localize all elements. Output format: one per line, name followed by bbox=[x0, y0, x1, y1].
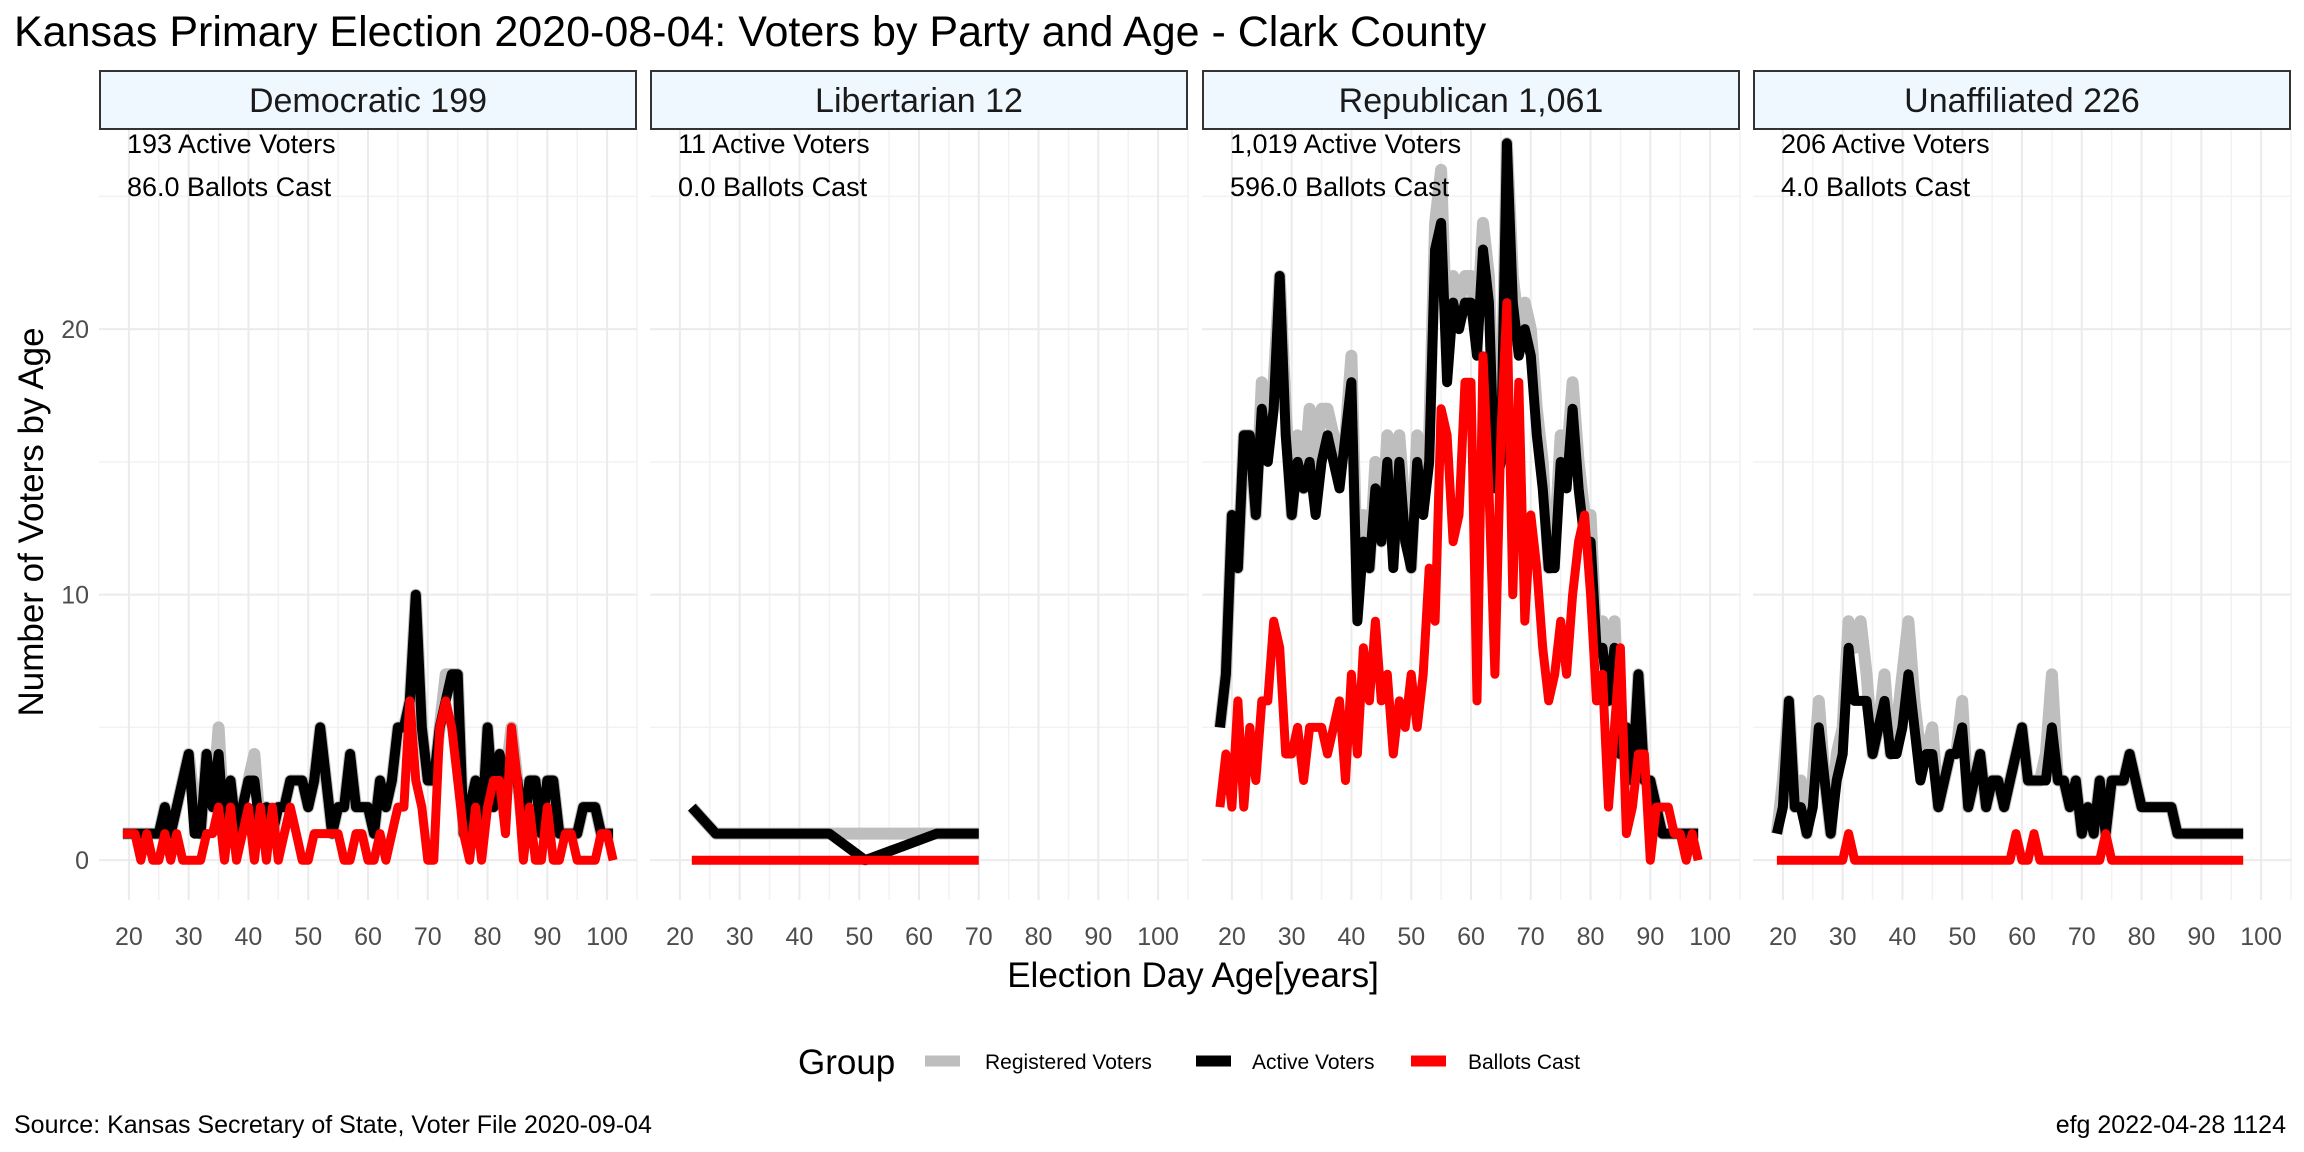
ballots-cast-annotation: 0.0 Ballots Cast bbox=[678, 172, 868, 202]
panel-strip bbox=[1753, 70, 2291, 130]
panel-unaffiliated: 20 30 40 50 60 70 80 90 100 Unaffiliated 226 206 A… bbox=[1753, 70, 2292, 951]
panel-libertarian: 20 30 40 50 60 70 80 90 100 Libertarian 12 11 Acti… bbox=[650, 70, 1189, 951]
x-tick-label: 100 bbox=[586, 923, 628, 951]
x-tick-label: 70 bbox=[965, 923, 993, 951]
panel-strip-label: Republican 1,061 bbox=[1339, 82, 1604, 120]
series-line-ballots-cast bbox=[122, 696, 618, 865]
x-tick-label: 70 bbox=[1517, 923, 1545, 951]
series-line-ballots-cast bbox=[1215, 298, 1703, 865]
panel-strip bbox=[1202, 70, 1740, 130]
x-tick-label: 20 bbox=[1218, 923, 1246, 951]
legend-title: Group bbox=[798, 1043, 895, 1082]
x-tick-label: 90 bbox=[533, 923, 561, 951]
ballots-cast-annotation: 86.0 Ballots Cast bbox=[127, 172, 332, 202]
y-tick-label: 20 bbox=[61, 316, 89, 344]
x-tick-label: 30 bbox=[1829, 923, 1857, 951]
x-tick-label: 90 bbox=[1084, 923, 1112, 951]
x-tick-label: 70 bbox=[414, 923, 442, 951]
active-voters-annotation: 206 Active Voters bbox=[1781, 129, 1990, 159]
legend-label-active: Active Voters bbox=[1252, 1051, 1375, 1074]
active-voters-annotation: 11 Active Voters bbox=[678, 129, 870, 159]
panel-strip bbox=[99, 70, 637, 130]
x-tick-label: 70 bbox=[2068, 923, 2096, 951]
x-tick-label: 30 bbox=[175, 923, 203, 951]
legend: Group Registered Voters Active Voters Ba… bbox=[798, 1043, 1580, 1082]
x-tick-label: 50 bbox=[1948, 923, 1976, 951]
legend-label-registered: Registered Voters bbox=[985, 1051, 1152, 1074]
x-tick-label: 90 bbox=[1636, 923, 1664, 951]
x-tick-label: 80 bbox=[474, 923, 502, 951]
caption-credit: efg 2022-04-28 1124 bbox=[2056, 1111, 2286, 1139]
x-tick-label: 60 bbox=[905, 923, 933, 951]
x-tick-label: 60 bbox=[2008, 923, 2036, 951]
active-voters-annotation: 1,019 Active Voters bbox=[1230, 129, 1461, 159]
x-tick-label: 80 bbox=[2128, 923, 2156, 951]
x-tick-label: 60 bbox=[354, 923, 382, 951]
x-tick-label: 20 bbox=[115, 923, 143, 951]
series-line-active-voters bbox=[688, 803, 979, 866]
caption-source: Source: Kansas Secretary of State, Voter… bbox=[14, 1111, 652, 1139]
x-tick-label: 60 bbox=[1457, 923, 1485, 951]
x-tick-label: 80 bbox=[1025, 923, 1053, 951]
x-tick-label: 100 bbox=[1689, 923, 1731, 951]
y-tick-label: 0 bbox=[75, 847, 89, 875]
active-voters-annotation: 193 Active Voters bbox=[127, 129, 336, 159]
x-tick-label: 40 bbox=[786, 923, 814, 951]
x-tick-label: 80 bbox=[1577, 923, 1605, 951]
panel-democratic: 20 30 40 50 60 70 80 90 100 Democratic 199 193 Act… bbox=[99, 70, 638, 951]
panel-strip-label: Unaffiliated 226 bbox=[1904, 82, 2140, 120]
x-tick-label: 40 bbox=[1889, 923, 1917, 951]
x-tick-label: 50 bbox=[1397, 923, 1425, 951]
series-line-active-voters bbox=[122, 589, 614, 839]
panel-republican: 20 30 40 50 60 70 80 90 100 Republican 1,061 1,019… bbox=[1202, 70, 1741, 951]
x-tick-label: 50 bbox=[845, 923, 873, 951]
legend-label-ballots: Ballots Cast bbox=[1468, 1051, 1580, 1074]
x-tick-label: 100 bbox=[2240, 923, 2282, 951]
y-axis-label: Number of Voters by Age bbox=[12, 327, 51, 716]
x-tick-label: 20 bbox=[666, 923, 694, 951]
x-tick-label: 50 bbox=[294, 923, 322, 951]
series-line-active-voters bbox=[1772, 642, 2244, 839]
chart-title: Kansas Primary Election 2020-08-04: Vote… bbox=[14, 8, 1487, 56]
y-tick-label: 10 bbox=[61, 582, 89, 610]
x-axis-label: Election Day Age[years] bbox=[1007, 956, 1379, 995]
x-tick-label: 30 bbox=[1278, 923, 1306, 951]
x-tick-label: 40 bbox=[1338, 923, 1366, 951]
panel-strip-label: Democratic 199 bbox=[249, 82, 487, 120]
x-tick-label: 30 bbox=[726, 923, 754, 951]
x-tick-label: 100 bbox=[1137, 923, 1179, 951]
ballots-cast-annotation: 4.0 Ballots Cast bbox=[1781, 172, 1971, 202]
panel-strip-label: Libertarian 12 bbox=[815, 82, 1023, 120]
ballots-cast-annotation: 596.0 Ballots Cast bbox=[1230, 172, 1450, 202]
x-tick-label: 40 bbox=[235, 923, 263, 951]
x-tick-label: 20 bbox=[1769, 923, 1797, 951]
series-line-ballots-cast bbox=[1776, 829, 2244, 865]
x-tick-label: 90 bbox=[2187, 923, 2215, 951]
panel-strip bbox=[650, 70, 1188, 130]
